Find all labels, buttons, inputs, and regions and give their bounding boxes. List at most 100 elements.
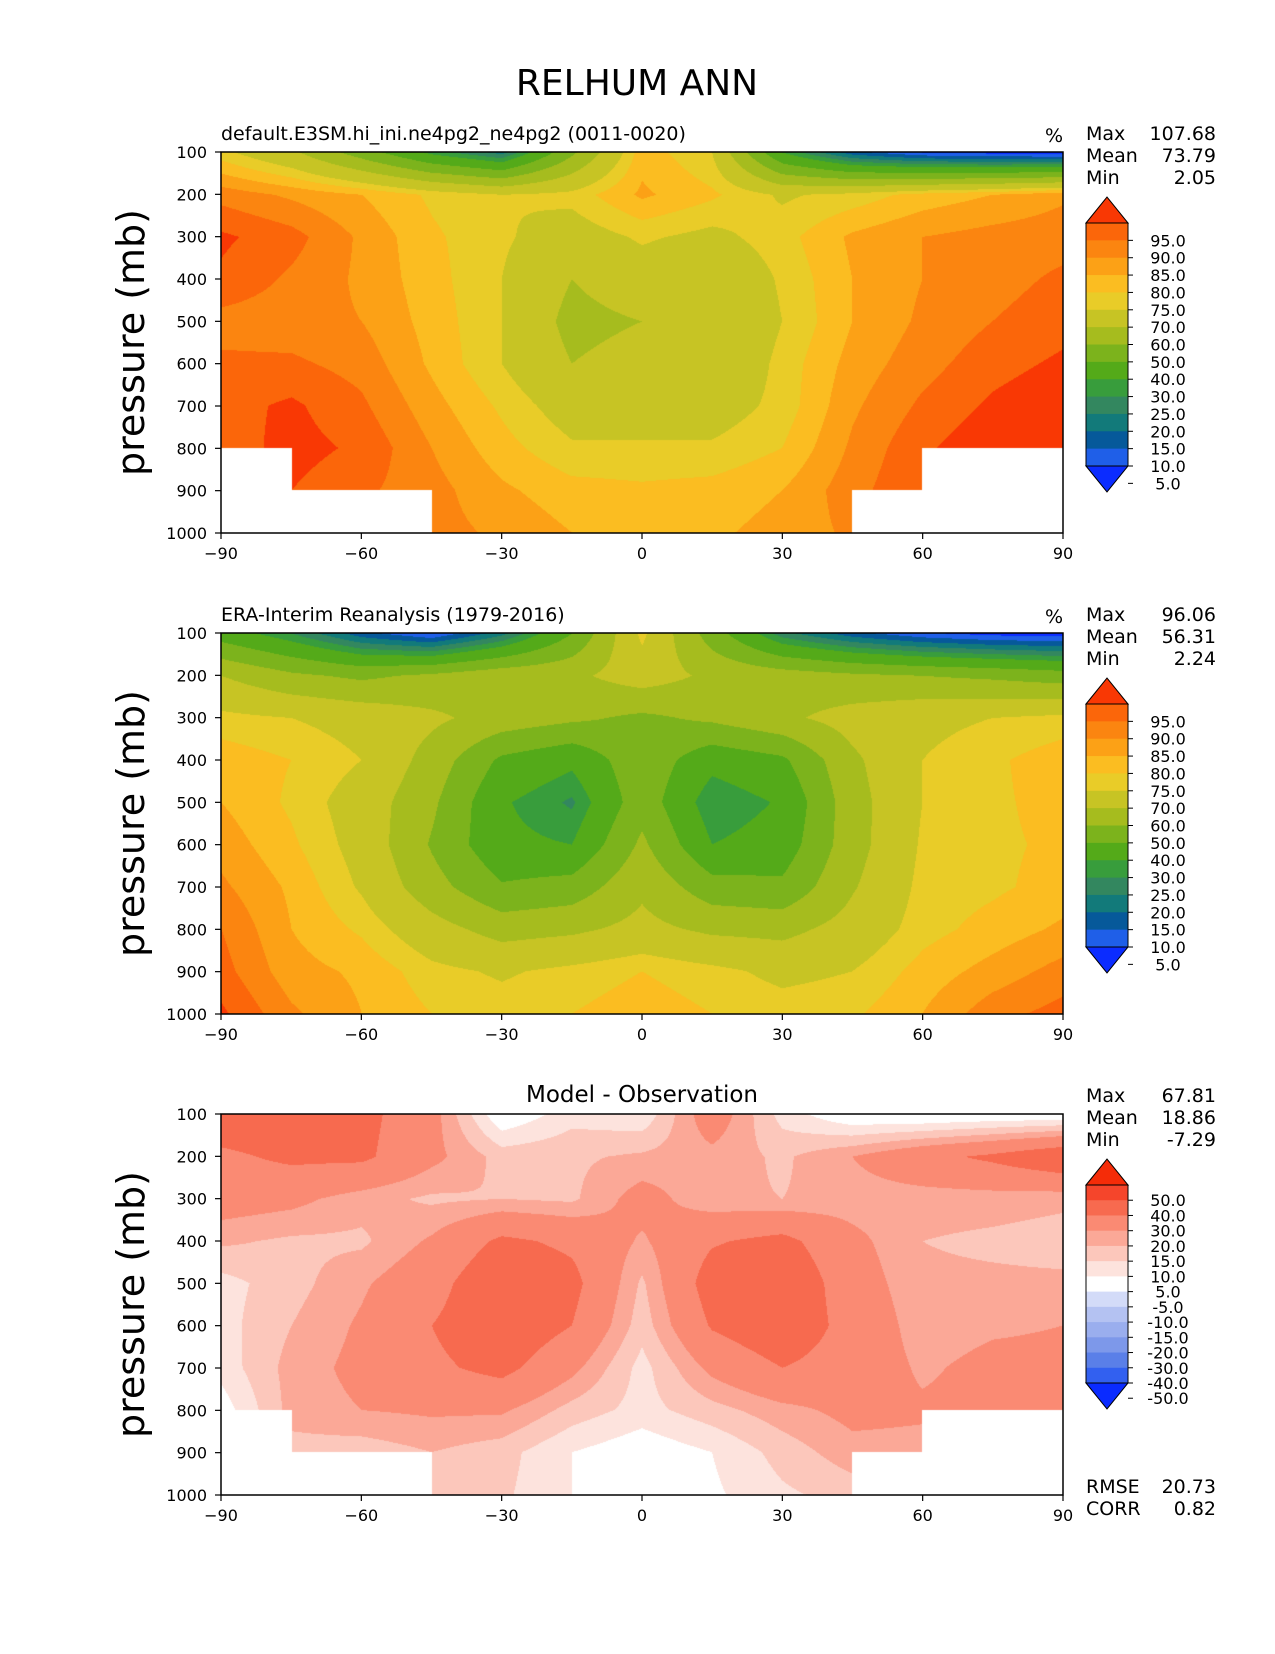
stat-value: 107.68: [1150, 123, 1216, 145]
x-tick-label: −90: [204, 544, 238, 563]
colorbar-label: -30.0: [1147, 1359, 1188, 1378]
colorbar-segment: [1086, 790, 1128, 809]
y-tick-label: 300: [176, 1190, 207, 1209]
colorbar-label: 50.0: [1150, 353, 1186, 372]
y-tick-label: 900: [176, 963, 207, 982]
colorbar-label: 10.0: [1150, 938, 1186, 957]
y-tick-label: 400: [176, 751, 207, 770]
units-label: %: [1045, 125, 1063, 147]
colorbar-label: -5.0: [1152, 1298, 1183, 1317]
x-tick-label: −90: [204, 1025, 238, 1044]
stat-label: Mean: [1086, 145, 1138, 167]
colorbar-segment: [1086, 894, 1128, 913]
y-tick-label: 1000: [166, 1005, 207, 1024]
colorbar-label: 25.0: [1150, 886, 1186, 905]
colorbar-label: 40.0: [1150, 370, 1186, 389]
metric-value: 20.73: [1162, 1476, 1216, 1498]
colorbar-segment: [1086, 1276, 1128, 1293]
colorbar-observation: 95.090.085.080.075.070.060.050.040.030.0…: [1084, 677, 1186, 974]
y-tick-label: 400: [176, 270, 207, 289]
stat-value: -7.29: [1167, 1129, 1216, 1151]
colorbar-label: -50.0: [1147, 1389, 1188, 1408]
x-tick-label: 0: [637, 544, 647, 563]
colorbar-segment: [1086, 1185, 1128, 1201]
panel-title: default.E3SM.hi_ini.ne4pg2_ne4pg2 (0011-…: [221, 123, 686, 145]
colorbar-label: 60.0: [1150, 336, 1186, 355]
colorbar-segment: [1086, 912, 1128, 931]
colorbar-label: 80.0: [1150, 764, 1186, 783]
contour-field-observation: [221, 633, 1063, 1014]
colorbar-label: 20.0: [1150, 1237, 1186, 1256]
colorbar-segment: [1086, 1322, 1128, 1338]
colorbar-segment: [1086, 756, 1128, 774]
colorbar-segment: [1086, 808, 1128, 826]
colorbar-segment: [1086, 292, 1128, 311]
units-label: %: [1045, 606, 1063, 628]
colorbar-label: 30.0: [1150, 869, 1186, 888]
colorbar-difference: 50.040.030.020.015.010.05.0-5.0-10.0-15.…: [1084, 1158, 1189, 1410]
colorbar-label: 20.0: [1150, 422, 1186, 441]
stat-value: 2.05: [1174, 167, 1216, 189]
y-tick-label: 200: [176, 185, 207, 204]
colorbar-extend-min: [1084, 1382, 1130, 1410]
colorbar-label: 80.0: [1150, 283, 1186, 302]
y-tick-label: 400: [176, 1232, 207, 1251]
stat-label: Min: [1086, 167, 1120, 189]
y-tick-label: 1000: [166, 1486, 207, 1505]
x-tick-label: −30: [485, 1025, 519, 1044]
colorbar-segment: [1086, 721, 1128, 740]
colorbar-label: 40.0: [1150, 1206, 1186, 1225]
x-tick-label: 90: [1053, 1025, 1073, 1044]
colorbar-segment: [1086, 1230, 1128, 1247]
metric-label: CORR: [1086, 1498, 1141, 1520]
stat-label: Max: [1086, 1085, 1125, 1107]
colorbar-segment: [1086, 842, 1128, 861]
colorbar-label: 50.0: [1150, 834, 1186, 853]
stat-label: Max: [1086, 604, 1125, 626]
y-tick-label: 300: [176, 228, 207, 247]
colorbar-segment: [1086, 327, 1128, 345]
x-tick-label: −60: [344, 1025, 378, 1044]
colorbar-segment: [1086, 860, 1128, 879]
colorbar-label: 85.0: [1150, 266, 1186, 285]
y-tick-label: 800: [176, 920, 207, 939]
stat-label: Min: [1086, 648, 1120, 670]
y-axis-label: pressure (mb): [109, 690, 153, 957]
y-axis-label: pressure (mb): [109, 1171, 153, 1438]
colorbar-segment: [1086, 1367, 1128, 1384]
stat-value: 96.06: [1162, 604, 1216, 626]
colorbar-segment: [1086, 1352, 1128, 1369]
colorbar-segment: [1086, 1306, 1128, 1323]
x-tick-label: 60: [912, 544, 932, 563]
colorbar-segment: [1086, 1261, 1128, 1277]
x-tick-label: −60: [344, 544, 378, 563]
colorbar-extend-min: [1084, 946, 1130, 974]
panel-title: Model - Observation: [526, 1082, 758, 1108]
colorbar-label: 50.0: [1150, 1191, 1186, 1210]
colorbar-segment: [1086, 738, 1128, 757]
colorbar-segment: [1086, 1200, 1128, 1216]
x-tick-label: −60: [344, 1506, 378, 1525]
colorbar-segment: [1086, 379, 1128, 398]
y-tick-label: 700: [176, 397, 207, 416]
colorbar-label: 70.0: [1150, 318, 1186, 337]
colorbar-label: -10.0: [1147, 1313, 1188, 1332]
colorbar-segment: [1086, 223, 1128, 241]
colorbar-label: 5.0: [1155, 474, 1180, 493]
colorbar-extend-max: [1084, 196, 1130, 224]
y-tick-label: 800: [176, 1401, 207, 1420]
stat-label: Min: [1086, 1129, 1120, 1151]
colorbar-segment: [1086, 309, 1128, 328]
colorbar-segment: [1086, 275, 1128, 293]
x-tick-label: 30: [772, 1506, 792, 1525]
y-tick-label: 200: [176, 666, 207, 685]
y-tick-label: 600: [176, 355, 207, 374]
colorbar-label: 90.0: [1150, 730, 1186, 749]
x-tick-label: 30: [772, 1025, 792, 1044]
contour-field-model: [221, 152, 1063, 533]
colorbar-label: 15.0: [1150, 440, 1186, 459]
colorbar-segment: [1086, 877, 1128, 896]
contour-field-difference: [221, 1114, 1063, 1495]
